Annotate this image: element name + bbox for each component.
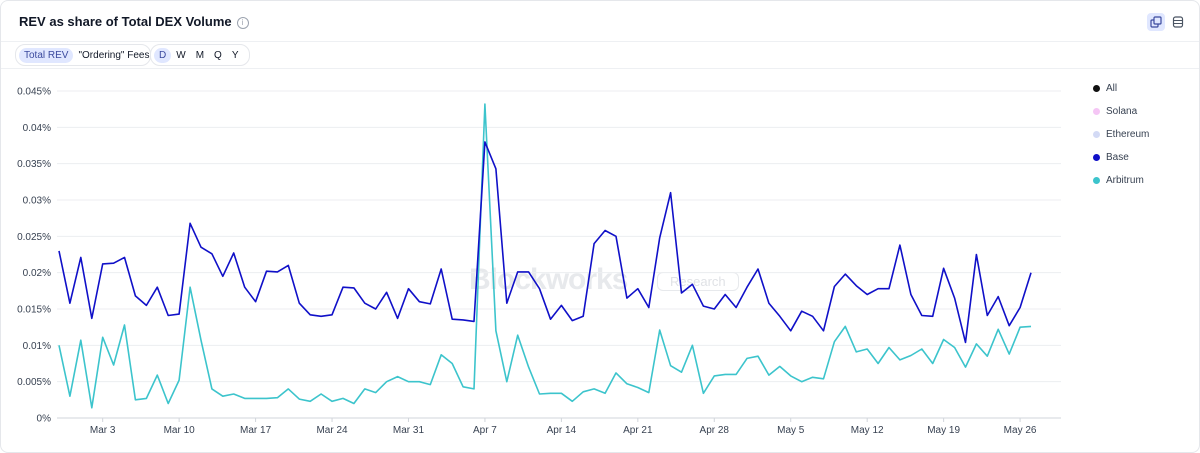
stack-view-button[interactable] [1147, 13, 1165, 31]
series-line-arbitrum [58, 103, 1032, 409]
legend-dot-base [1093, 154, 1100, 161]
chart-title-text: REV as share of Total DEX Volume [19, 14, 232, 29]
plot-divider [1, 68, 1199, 69]
info-icon[interactable]: i [236, 17, 249, 29]
x-tick-label: May 19 [927, 425, 960, 436]
tab-ordering-fees[interactable]: "Ordering" Fees [78, 49, 150, 61]
legend-dot-arbitrum [1093, 177, 1100, 184]
x-tick-label: Apr 21 [623, 425, 653, 436]
period-tab-group: D W M Q Y [150, 44, 250, 66]
x-tick-label: Mar 3 [90, 425, 116, 436]
y-tick-label: 0% [37, 414, 52, 425]
legend-item-ethereum[interactable]: Ethereum [1093, 123, 1193, 146]
card-header: REV as share of Total DEX Volume i [1, 1, 1199, 42]
period-y[interactable]: Y [231, 49, 239, 61]
period-w[interactable]: W [176, 49, 186, 61]
x-tick-label: Apr 7 [473, 425, 497, 436]
metric-tab-group: Total REV "Ordering" Fees [15, 44, 151, 66]
x-tick-label: Mar 17 [240, 425, 272, 436]
x-tick-label: Mar 10 [164, 425, 196, 436]
y-tick-label: 0.005% [17, 377, 51, 388]
data-view-button[interactable] [1169, 13, 1187, 31]
chart-legend: All Solana Ethereum Base Arbitrum [1093, 77, 1193, 192]
period-m[interactable]: M [195, 49, 205, 61]
chart-title: REV as share of Total DEX Volume i [19, 14, 249, 29]
legend-label-arbitrum: Arbitrum [1106, 175, 1144, 186]
legend-label-ethereum: Ethereum [1106, 129, 1150, 140]
x-tick-label: May 12 [851, 425, 884, 436]
line-chart[interactable]: 0% 0.005% 0.01% 0.015% 0.02% 0.025% 0.03% 0.035… [1, 69, 1081, 449]
y-tick-label: 0.01% [23, 341, 51, 352]
y-tick-label: 0.045% [17, 87, 51, 98]
legend-label-all: All [1106, 83, 1118, 94]
y-tick-label: 0.035% [17, 159, 51, 170]
legend-label-solana: Solana [1106, 106, 1138, 117]
legend-item-arbitrum[interactable]: Arbitrum [1093, 169, 1193, 192]
x-tick-label: May 26 [1004, 425, 1037, 436]
legend-item-solana[interactable]: Solana [1093, 100, 1193, 123]
x-tick-label: Mar 31 [393, 425, 425, 436]
y-tick-label: 0.02% [23, 268, 51, 279]
period-q[interactable]: Q [214, 49, 222, 61]
legend-item-all[interactable]: All [1093, 77, 1193, 100]
period-d[interactable]: D [154, 47, 172, 63]
database-icon [1172, 16, 1184, 28]
stack-icon [1150, 16, 1162, 28]
y-tick-label: 0.025% [17, 232, 51, 243]
legend-dot-solana [1093, 108, 1100, 115]
series-line-base [58, 141, 1032, 344]
y-tick-label: 0.015% [17, 305, 51, 316]
legend-dot-ethereum [1093, 131, 1100, 138]
x-tick-label: May 5 [777, 425, 805, 436]
legend-dot-all [1093, 85, 1100, 92]
x-tick-label: Apr 28 [700, 425, 730, 436]
x-tick-label: Mar 24 [316, 425, 348, 436]
tab-total-rev[interactable]: Total REV [19, 47, 74, 63]
y-tick-label: 0.03% [23, 196, 51, 207]
x-tick-label: Apr 14 [547, 425, 577, 436]
legend-item-base[interactable]: Base [1093, 146, 1193, 169]
legend-label-base: Base [1106, 152, 1129, 163]
y-tick-label: 0.04% [23, 123, 51, 134]
